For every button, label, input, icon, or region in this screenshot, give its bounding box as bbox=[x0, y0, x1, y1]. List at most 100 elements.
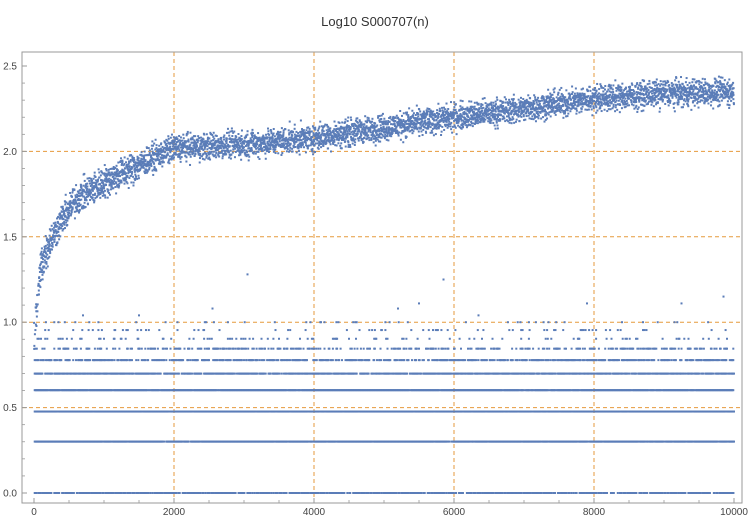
data-point bbox=[306, 410, 309, 413]
data-point bbox=[518, 359, 521, 362]
data-point bbox=[327, 359, 330, 362]
data-point bbox=[147, 492, 150, 494]
data-point bbox=[699, 492, 702, 494]
data-point bbox=[200, 347, 203, 350]
data-point bbox=[554, 492, 557, 494]
data-point bbox=[50, 359, 53, 362]
data-point bbox=[684, 492, 687, 494]
data-point bbox=[168, 359, 171, 362]
data-point bbox=[126, 440, 129, 443]
data-point bbox=[133, 492, 136, 494]
data-point bbox=[661, 492, 664, 494]
data-point bbox=[506, 359, 509, 362]
data-point bbox=[299, 347, 302, 350]
data-point bbox=[464, 359, 467, 362]
data-point bbox=[609, 372, 612, 375]
data-point bbox=[147, 347, 150, 350]
data-point bbox=[247, 347, 250, 350]
data-point bbox=[635, 359, 637, 362]
data-point bbox=[179, 347, 182, 350]
data-point bbox=[91, 410, 94, 413]
data-point bbox=[110, 440, 112, 443]
data-point bbox=[474, 492, 477, 494]
data-point bbox=[317, 347, 320, 350]
data-point bbox=[657, 359, 660, 362]
data-point bbox=[595, 359, 598, 362]
data-point bbox=[144, 347, 147, 350]
data-point bbox=[140, 410, 143, 413]
data-point bbox=[702, 372, 705, 375]
data-point bbox=[511, 359, 514, 362]
data-point bbox=[403, 359, 406, 362]
data-point bbox=[41, 347, 44, 350]
data-point bbox=[713, 492, 716, 494]
data-point bbox=[504, 359, 507, 362]
data-point bbox=[223, 347, 226, 350]
data-point bbox=[62, 492, 65, 494]
data-point bbox=[39, 492, 42, 494]
data-point bbox=[183, 347, 186, 350]
data-point bbox=[407, 492, 410, 494]
data-point bbox=[346, 492, 349, 494]
data-point bbox=[163, 359, 166, 362]
data-point bbox=[528, 359, 531, 362]
data-point bbox=[318, 410, 321, 413]
data-point bbox=[680, 359, 683, 362]
data-point bbox=[558, 492, 561, 494]
data-point bbox=[470, 492, 473, 494]
data-point bbox=[691, 440, 694, 443]
data-point bbox=[339, 347, 342, 350]
data-point bbox=[492, 492, 495, 494]
data-point bbox=[712, 372, 715, 375]
data-point bbox=[733, 440, 735, 443]
data-point bbox=[443, 492, 446, 494]
data-point bbox=[583, 359, 586, 362]
data-point bbox=[334, 440, 337, 443]
data-point bbox=[191, 347, 194, 350]
data-point bbox=[261, 347, 264, 350]
data-point bbox=[516, 359, 519, 362]
data-point bbox=[162, 347, 165, 350]
data-point bbox=[662, 440, 665, 443]
data-point bbox=[88, 347, 91, 350]
data-point bbox=[35, 492, 38, 494]
data-point bbox=[286, 347, 289, 350]
data-point bbox=[202, 492, 205, 494]
data-point bbox=[323, 492, 326, 494]
data-point bbox=[330, 372, 333, 375]
data-point bbox=[51, 372, 54, 375]
data-point bbox=[370, 492, 373, 494]
data-point bbox=[501, 492, 504, 494]
data-point bbox=[547, 359, 550, 362]
data-point bbox=[470, 410, 473, 413]
data-point bbox=[461, 492, 464, 494]
data-point bbox=[446, 440, 448, 443]
data-point bbox=[166, 347, 168, 350]
data-point bbox=[502, 410, 505, 413]
data-point bbox=[420, 372, 423, 375]
data-point bbox=[407, 359, 410, 362]
data-point bbox=[403, 347, 406, 350]
data-point bbox=[240, 359, 243, 362]
data-point bbox=[525, 359, 528, 362]
data-point bbox=[506, 410, 509, 413]
data-point bbox=[135, 359, 138, 362]
data-point bbox=[646, 440, 649, 443]
data-point bbox=[531, 492, 534, 494]
data-point bbox=[256, 359, 259, 362]
data-point bbox=[412, 410, 415, 413]
data-point bbox=[42, 359, 45, 362]
data-point bbox=[184, 492, 187, 494]
data-point bbox=[368, 359, 371, 362]
data-point bbox=[520, 440, 523, 443]
data-point bbox=[111, 359, 114, 362]
data-point bbox=[216, 359, 219, 362]
data-point bbox=[72, 492, 75, 494]
data-point bbox=[732, 359, 735, 362]
data-point bbox=[624, 492, 627, 494]
data-point bbox=[101, 440, 104, 443]
data-point bbox=[41, 372, 44, 375]
data-point bbox=[311, 440, 314, 443]
data-point bbox=[234, 347, 237, 350]
